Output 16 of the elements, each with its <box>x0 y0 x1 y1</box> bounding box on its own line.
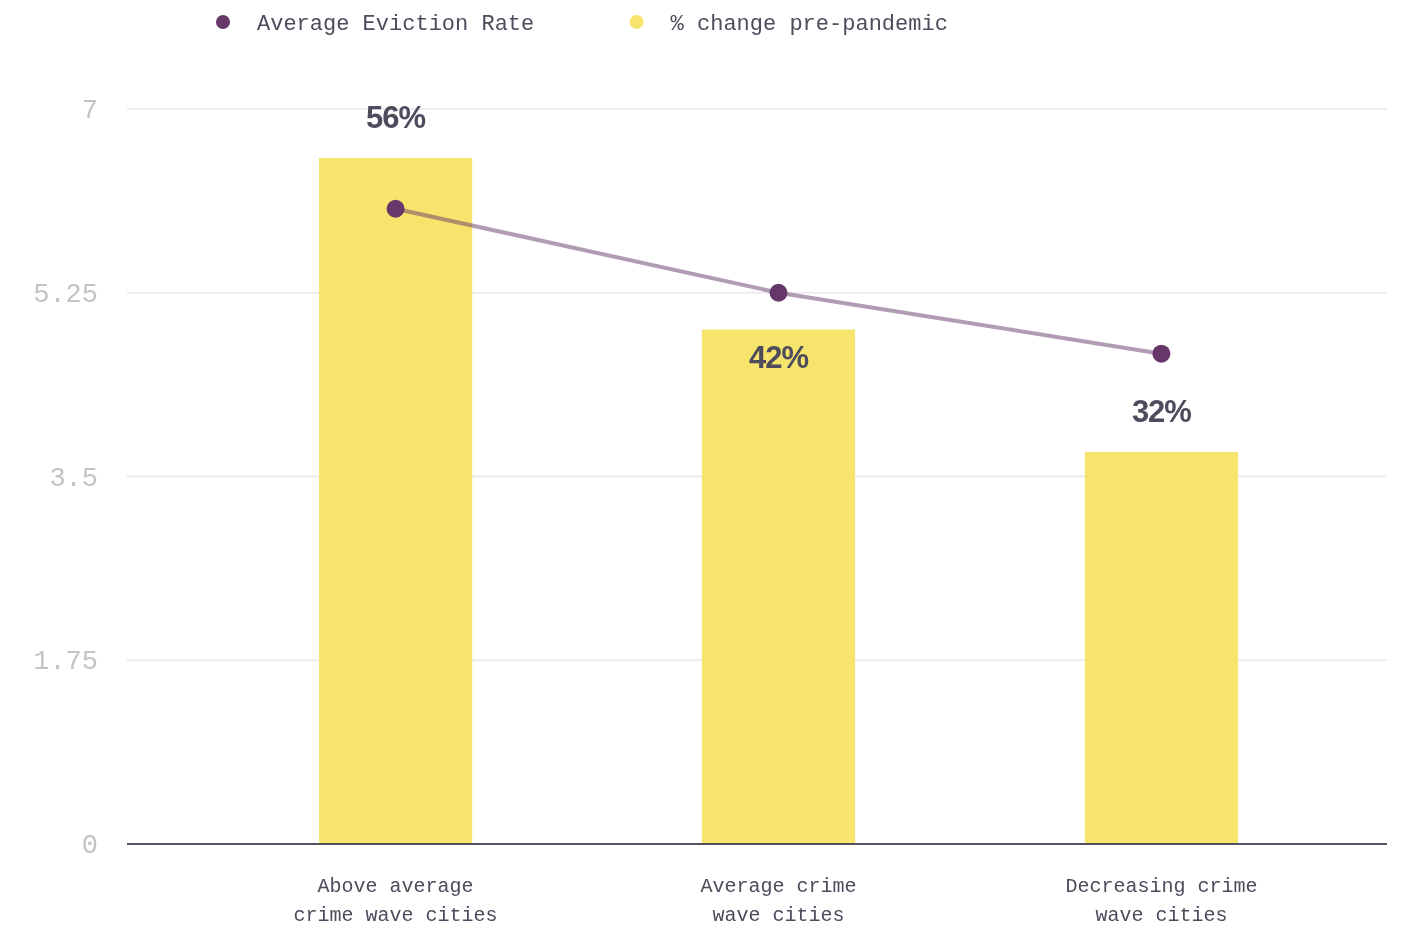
y-tick-label: 7 <box>81 96 98 126</box>
data-label: 32% <box>1131 394 1192 429</box>
y-tick-label: 3.5 <box>49 463 98 494</box>
legend-label: Average Eviction Rate <box>257 12 535 37</box>
data-label: 56% <box>366 100 426 135</box>
point <box>769 283 788 302</box>
y-tick-label: 5.25 <box>33 279 98 310</box>
data-label: 42% <box>748 339 809 375</box>
point <box>1152 344 1171 363</box>
x-tick-label: Decreasing crime wave cities <box>1065 875 1258 927</box>
legend-label: % change pre-pandemic <box>670 12 948 37</box>
point <box>386 199 405 218</box>
y-tick-label: 1.75 <box>33 647 98 678</box>
y-tick-label: 0 <box>81 831 98 861</box>
x-tick-label: Above average crime wave cities <box>293 875 498 927</box>
x-tick-label: Average crime wave cities <box>700 875 857 927</box>
